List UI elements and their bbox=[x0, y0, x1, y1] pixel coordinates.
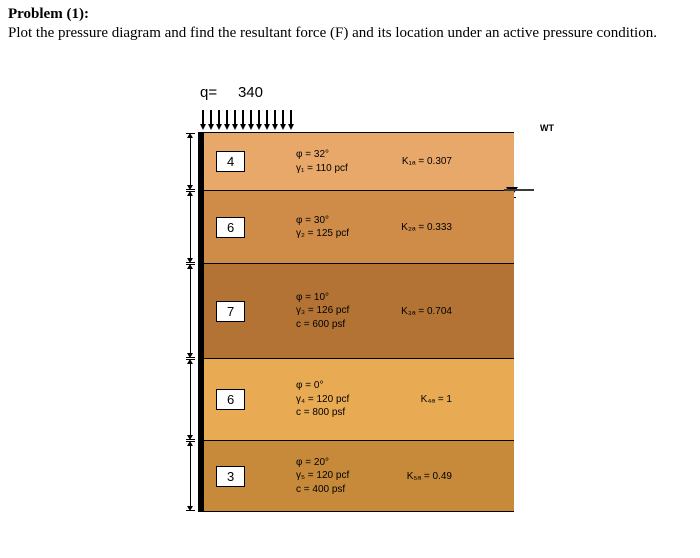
surcharge-arrows bbox=[200, 110, 296, 132]
surcharge-arrow bbox=[240, 110, 246, 132]
layer-ka: K₃ₐ = 0.704 bbox=[401, 306, 452, 317]
layer-height-label: 3 bbox=[216, 466, 245, 487]
layer-height-label: 4 bbox=[216, 151, 245, 172]
soil-diagram: q= 340 4φ = 32°γ₁ = 110 pcfK₁ₐ = 0.307WT… bbox=[170, 92, 540, 522]
surcharge-label: q= 340 bbox=[200, 84, 263, 101]
surcharge-arrow bbox=[208, 110, 214, 132]
layer-ka: K₄ₐ = 1 bbox=[421, 394, 452, 405]
layer-ka: K₁ₐ = 0.307 bbox=[402, 156, 452, 167]
problem-text: Plot the pressure diagram and find the r… bbox=[0, 23, 700, 43]
water-table-label: WT bbox=[540, 123, 554, 169]
surcharge-arrow bbox=[272, 110, 278, 132]
soil-layer-5: 3 φ = 20°γ₅ = 120 pcfc = 400 psf K₅ₐ = 0.4… bbox=[204, 441, 514, 512]
soil-layer-3: 7 φ = 10°γ₃ = 126 pcfc = 600 psf K₃ₐ = 0.7… bbox=[204, 264, 514, 359]
layer-properties: φ = 0°γ₄ = 120 pcfc = 800 psf bbox=[296, 379, 349, 420]
layer-height-label: 7 bbox=[216, 301, 245, 322]
soil-layer-2: 6 φ = 30°γ₂ = 125 pcf K₂ₐ = 0.333 bbox=[204, 191, 514, 264]
q-value: 340 bbox=[238, 84, 263, 101]
layer-properties: φ = 10°γ₃ = 126 pcfc = 600 psf bbox=[296, 291, 349, 332]
surcharge-arrow bbox=[216, 110, 222, 132]
soil-layer-1: 4φ = 32°γ₁ = 110 pcfK₁ₐ = 0.307WT bbox=[204, 132, 514, 191]
q-symbol: q= bbox=[200, 84, 217, 101]
surcharge-arrow bbox=[232, 110, 238, 132]
surcharge-arrow bbox=[224, 110, 230, 132]
layer-properties: φ = 30°γ₂ = 125 pcf bbox=[296, 214, 349, 241]
layer-ka: K₂ₐ = 0.333 bbox=[401, 222, 452, 233]
surcharge-arrow bbox=[256, 110, 262, 132]
soil-layer-4: 6 φ = 0°γ₄ = 120 pcfc = 800 psf K₄ₐ = 1 bbox=[204, 359, 514, 441]
layer-properties: φ = 20°γ₅ = 120 pcfc = 400 psf bbox=[296, 456, 349, 497]
surcharge-arrow bbox=[288, 110, 294, 132]
surcharge-arrow bbox=[248, 110, 254, 132]
layer-height-label: 6 bbox=[216, 389, 245, 410]
surcharge-arrow bbox=[200, 110, 206, 132]
layer-properties: φ = 32°γ₁ = 110 pcf bbox=[296, 148, 348, 175]
soil-layers: 4φ = 32°γ₁ = 110 pcfK₁ₐ = 0.307WT6φ = 30… bbox=[204, 132, 514, 512]
problem-title: Problem (1): bbox=[0, 0, 700, 23]
surcharge-arrow bbox=[264, 110, 270, 132]
layer-height-label: 6 bbox=[216, 217, 245, 238]
surcharge-arrow bbox=[280, 110, 286, 132]
layer-ka: K₅ₐ = 0.49 bbox=[407, 471, 452, 482]
